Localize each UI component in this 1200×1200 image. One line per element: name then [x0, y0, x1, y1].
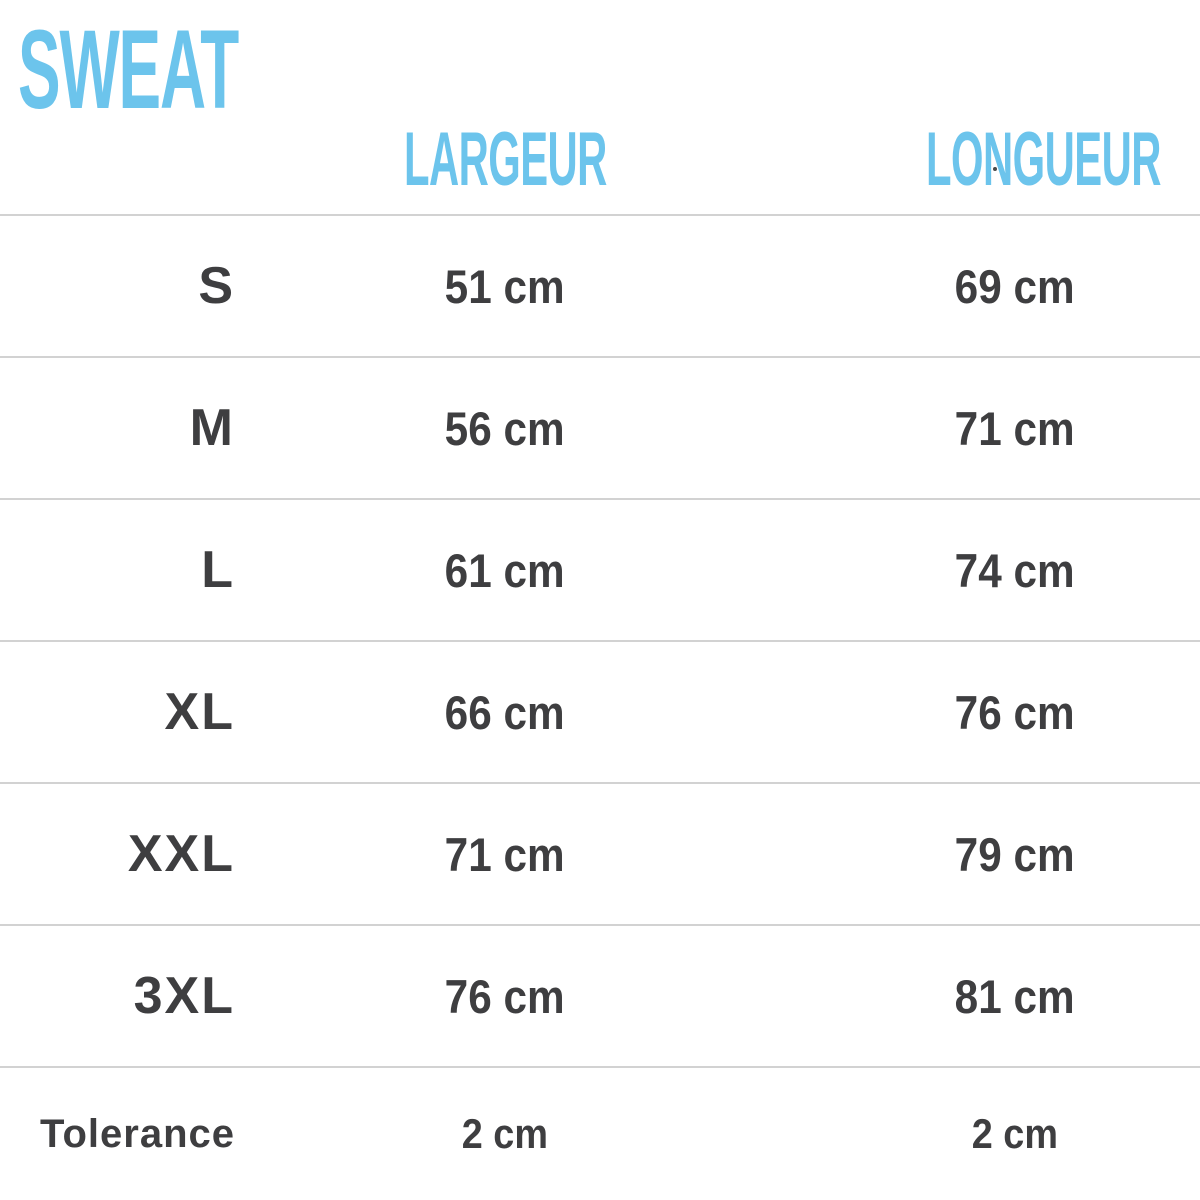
table-row-tolerance: Tolerance 2 cm 2 cm: [0, 1066, 1200, 1200]
longueur-value: 71 cm: [955, 401, 1075, 455]
longueur-value: 76 cm: [955, 685, 1075, 739]
longueur-tolerance-value: 2 cm: [971, 1110, 1059, 1157]
table-row-s: S 51 cm 69 cm: [0, 214, 1200, 356]
table-row-xxl: XXL 71 cm 79 cm: [0, 782, 1200, 924]
largeur-value: 71 cm: [445, 827, 565, 881]
size-label: M: [189, 399, 235, 457]
largeur-tolerance-value: 2 cm: [461, 1110, 549, 1157]
largeur-value: 56 cm: [445, 401, 565, 455]
largeur-value: 76 cm: [445, 969, 565, 1023]
largeur-value: 66 cm: [445, 685, 565, 739]
largeur-value: 61 cm: [445, 543, 565, 597]
longueur-value: 69 cm: [955, 259, 1075, 313]
column-header-longueur: LONGUEUR: [926, 117, 1161, 202]
largeur-value: 51 cm: [445, 259, 565, 313]
size-label: S: [198, 257, 235, 315]
longueur-value: 74 cm: [955, 543, 1075, 597]
artifact-dot: [993, 167, 997, 171]
size-label: 3XL: [133, 967, 235, 1025]
page-title: SWEAT: [18, 7, 239, 132]
tolerance-label: Tolerance: [40, 1111, 235, 1156]
table-row-m: M 56 cm 71 cm: [0, 356, 1200, 498]
table-header-row: LARGEUR LONGUEUR: [0, 0, 1200, 214]
table-body: S 51 cm 69 cm M 56 cm 71 cm L 61 cm 74 c…: [0, 214, 1200, 1200]
column-header-largeur: LARGEUR: [403, 117, 607, 202]
longueur-value: 79 cm: [955, 827, 1075, 881]
size-label: XXL: [127, 825, 235, 883]
longueur-value: 81 cm: [955, 969, 1075, 1023]
size-label: L: [201, 541, 235, 599]
table-row-l: L 61 cm 74 cm: [0, 498, 1200, 640]
size-label: XL: [164, 683, 235, 741]
table-row-xl: XL 66 cm 76 cm: [0, 640, 1200, 782]
table-row-3xl: 3XL 76 cm 81 cm: [0, 924, 1200, 1066]
